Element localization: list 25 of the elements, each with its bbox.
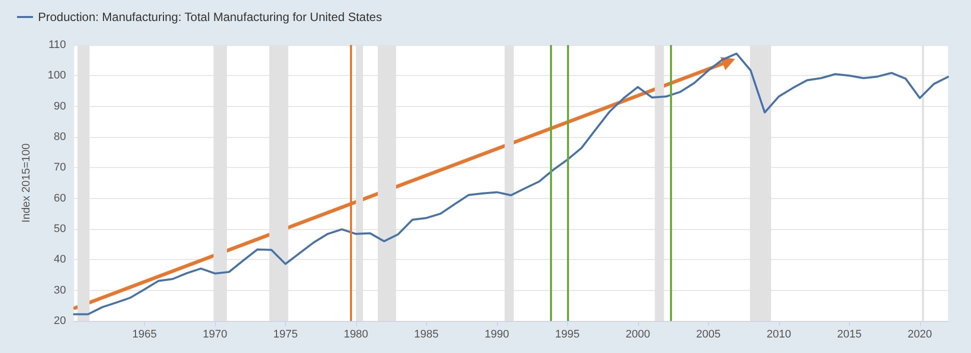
y-tick-label: 60 — [54, 192, 66, 204]
x-tick-label: 2020 — [908, 328, 932, 340]
y-tick-label: 30 — [54, 284, 66, 296]
x-tick-label: 1990 — [484, 328, 510, 340]
y-tick-label: 80 — [54, 131, 66, 143]
x-tick-label: 2000 — [626, 328, 650, 340]
x-tick-label: 1995 — [555, 328, 580, 340]
legend-label: Production: Manufacturing: Total Manufacturing for United States — [38, 10, 382, 24]
x-tick-label: 2015 — [837, 328, 862, 340]
x-tick-label: 1980 — [344, 328, 368, 340]
x-tick-label: 1985 — [414, 328, 439, 340]
y-tick-label: 100 — [48, 70, 66, 82]
y-tick-label: 50 — [54, 223, 66, 235]
line-series — [73, 52, 949, 316]
y-tick-label: 40 — [54, 254, 66, 266]
y-tick-label: 90 — [54, 100, 66, 112]
x-tick-label: 1970 — [202, 328, 228, 340]
x-tick-label: 2005 — [696, 328, 721, 340]
y-axis-title: Index 2015=100 — [20, 143, 32, 223]
y-tick-label: 70 — [54, 162, 66, 174]
x-tick-label: 2010 — [766, 328, 792, 340]
y-tick-label: 110 — [48, 39, 66, 51]
x-tick-label: 1975 — [273, 328, 298, 340]
x-tick-label: 1965 — [132, 328, 157, 340]
y-tick-label: 20 — [54, 315, 66, 327]
